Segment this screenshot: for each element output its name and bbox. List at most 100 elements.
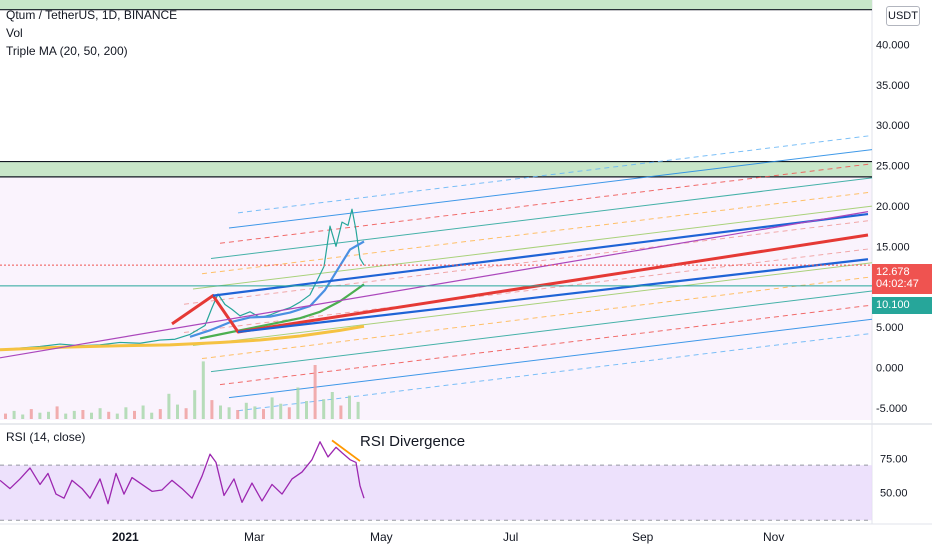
time-tick-label: Sep bbox=[632, 530, 654, 544]
volume-bar bbox=[90, 412, 93, 419]
close-line bbox=[0, 208, 365, 351]
volume-bar bbox=[12, 410, 16, 419]
price-tick-label: 15.000 bbox=[876, 241, 910, 253]
volume-bar bbox=[21, 414, 25, 419]
price-tick-label: 35.000 bbox=[876, 80, 910, 92]
currency-badge[interactable]: USDT bbox=[886, 6, 920, 26]
price-tick-label: 20.000 bbox=[876, 201, 910, 213]
last-price-value: 12.678 bbox=[876, 266, 910, 278]
price-tick-label: 25.000 bbox=[876, 161, 910, 173]
volume-bar bbox=[4, 413, 7, 419]
volume-bar bbox=[38, 412, 42, 419]
ma-50-line bbox=[199, 283, 365, 340]
volume-bar bbox=[55, 406, 59, 419]
fan-line bbox=[192, 262, 873, 347]
volume-bar bbox=[29, 409, 33, 419]
fan-line bbox=[237, 134, 873, 214]
fan-line bbox=[210, 290, 873, 373]
volume-bar bbox=[279, 403, 283, 419]
volume-bar bbox=[305, 401, 308, 419]
fan-line bbox=[219, 163, 873, 244]
time-tick-label: 2021 bbox=[112, 530, 139, 544]
rsi-legend: RSI (14, close) bbox=[6, 430, 86, 444]
volume-bar bbox=[339, 405, 343, 419]
volume-bar bbox=[201, 361, 205, 419]
rsi-divergence-label: RSI Divergence bbox=[360, 433, 466, 450]
volume-bar bbox=[356, 401, 360, 419]
volume-bar bbox=[115, 413, 119, 419]
volume-bar bbox=[150, 412, 154, 419]
fan-line bbox=[201, 276, 873, 360]
rsi-line bbox=[0, 441, 365, 505]
resistance-zone-mid bbox=[0, 161, 872, 177]
time-tick-label: May bbox=[370, 530, 393, 544]
volume-bar bbox=[210, 400, 214, 419]
fan-line bbox=[237, 332, 873, 412]
fan-line bbox=[183, 248, 873, 333]
rsi-band bbox=[0, 465, 872, 521]
volume-bar bbox=[184, 408, 188, 419]
volume-bar bbox=[124, 407, 128, 419]
price-tick-label: 0.000 bbox=[876, 363, 904, 375]
fan-line bbox=[219, 304, 873, 386]
volume-bar bbox=[330, 392, 334, 419]
price-tick-label: -5.000 bbox=[876, 403, 907, 415]
volume-bar bbox=[227, 407, 231, 419]
fan-line bbox=[201, 191, 873, 275]
volume-bar bbox=[244, 402, 248, 419]
volume-bar bbox=[81, 410, 85, 419]
symbol-title: Qtum / TetherUS, 1D, BINANCE bbox=[6, 8, 178, 22]
volume-bar bbox=[72, 410, 76, 419]
volume-bar bbox=[262, 409, 265, 419]
fan-line bbox=[228, 318, 873, 399]
volume-bar bbox=[296, 387, 300, 419]
volume-bar bbox=[193, 390, 197, 419]
volume-bar bbox=[270, 397, 274, 419]
volume-bar bbox=[313, 365, 317, 419]
resistance-zone-top bbox=[0, 0, 872, 10]
rsi-tick-label: 50.00 bbox=[880, 488, 908, 500]
price-tick-label: 30.000 bbox=[876, 120, 910, 132]
time-tick-label: Jul bbox=[503, 530, 518, 544]
price-tick-label: 5.000 bbox=[876, 322, 904, 334]
time-tick-label: Mar bbox=[244, 530, 265, 544]
volume-bar bbox=[64, 413, 68, 419]
divergence-line-line bbox=[331, 439, 361, 462]
channel-lower-blue bbox=[237, 258, 869, 334]
channel-upper-blue bbox=[212, 212, 869, 297]
fan-line bbox=[183, 219, 873, 305]
volume-bar bbox=[348, 395, 351, 419]
fan-line bbox=[192, 205, 873, 290]
ma-200-line bbox=[0, 324, 365, 352]
volume-bar bbox=[107, 411, 111, 419]
level-price-tag: 10.100 bbox=[872, 297, 932, 314]
countdown-timer: 04:02:47 bbox=[876, 278, 919, 290]
fan-line bbox=[210, 177, 873, 260]
fan-line bbox=[228, 149, 873, 229]
volume-bar bbox=[98, 408, 102, 419]
lower-range-shade bbox=[0, 176, 872, 420]
volume-bar bbox=[141, 405, 145, 419]
volume-bar bbox=[322, 399, 326, 419]
purple-trend bbox=[0, 211, 869, 359]
volume-bar bbox=[47, 411, 50, 419]
volume-bar bbox=[219, 405, 222, 419]
last-price-tag: 12.678 04:02:47 bbox=[872, 264, 932, 294]
volume-bar bbox=[253, 406, 257, 419]
volume-bar bbox=[287, 407, 291, 419]
volume-legend: Vol bbox=[6, 26, 23, 40]
ma-20-line bbox=[189, 240, 365, 338]
triple-ma-legend: Triple MA (20, 50, 200) bbox=[6, 44, 128, 58]
volume-bar bbox=[176, 404, 179, 419]
time-tick-label: Nov bbox=[763, 530, 784, 544]
volume-bar bbox=[167, 393, 171, 419]
pitchfork-handle bbox=[171, 233, 869, 334]
volume-bar bbox=[158, 409, 162, 419]
price-tick-label: 40.000 bbox=[876, 39, 910, 51]
rsi-tick-label: 75.00 bbox=[880, 453, 908, 465]
level-price-value: 10.100 bbox=[876, 299, 910, 311]
volume-bar bbox=[236, 410, 240, 419]
volume-bar bbox=[133, 410, 136, 419]
